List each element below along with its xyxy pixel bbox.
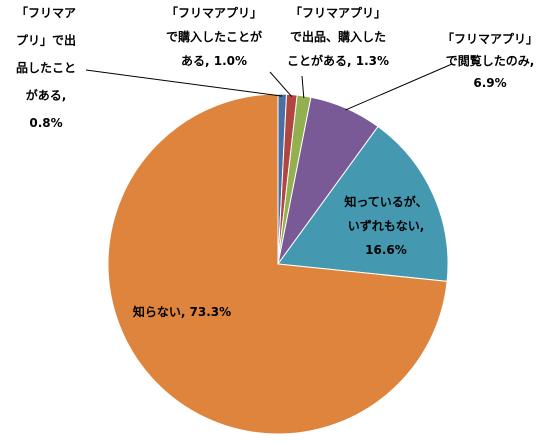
data-label-line: ことがある, 1.3%: [287, 53, 389, 68]
data-label-line: 「フリマアプリ」: [442, 31, 538, 46]
data-label-line: ある, 1.0%: [181, 54, 247, 68]
data-label-line: で閲覧したのみ,: [446, 53, 535, 68]
data-label: 「フリマアプリ」で出品したことがある, 0.8%: [16, 5, 76, 130]
slice-know-but-none: [277, 125, 449, 282]
leader-lines: [85, 63, 453, 111]
slice-labels: 「フリマアプリ」で出品したことがある, 0.8%「フリマアプリ」で購入したことがあ…: [16, 5, 538, 319]
data-label-line: 6.9%: [473, 76, 506, 90]
data-label-line: 0.8%: [29, 116, 62, 130]
data-label: 知っているが、いずれもない, 16.6%: [343, 194, 427, 257]
data-label-line: 「フリマアプリ」: [166, 5, 262, 20]
data-label-line: で出品、購入した: [290, 29, 386, 44]
data-label-line: で購入したことが: [166, 29, 262, 44]
leader-listed-and-purchased: [301, 75, 305, 99]
leader-browsed-only: [345, 63, 453, 111]
data-label-line: 16.6%: [365, 243, 407, 257]
data-label: 知らない, 73.3%: [132, 304, 231, 319]
data-label-line: 「フリマアプリ」: [290, 5, 386, 20]
data-label: 「フリマアプリ」で出品、購入したことがある, 1.3%: [287, 5, 389, 68]
data-label-line: プリ」で出: [16, 33, 76, 48]
leader-listed-on-app: [85, 69, 283, 97]
data-label-line: 知っているが、: [343, 194, 427, 209]
data-label: 「フリマアプリ」で閲覧したのみ, 6.9%: [442, 31, 538, 90]
data-label: 「フリマアプリ」で購入したことがある, 1.0%: [166, 5, 262, 68]
data-label-line: がある,: [26, 88, 67, 103]
slice-do-not-know: [107, 93, 448, 435]
pie-slices: [107, 93, 449, 435]
data-label-line: 知らない, 73.3%: [132, 304, 231, 319]
data-label-line: いずれもない,: [348, 218, 425, 233]
leader-purchased-on-app: [269, 71, 293, 97]
data-label-line: 「フリマア: [16, 5, 76, 20]
data-label-line: 品したこと: [16, 61, 76, 75]
